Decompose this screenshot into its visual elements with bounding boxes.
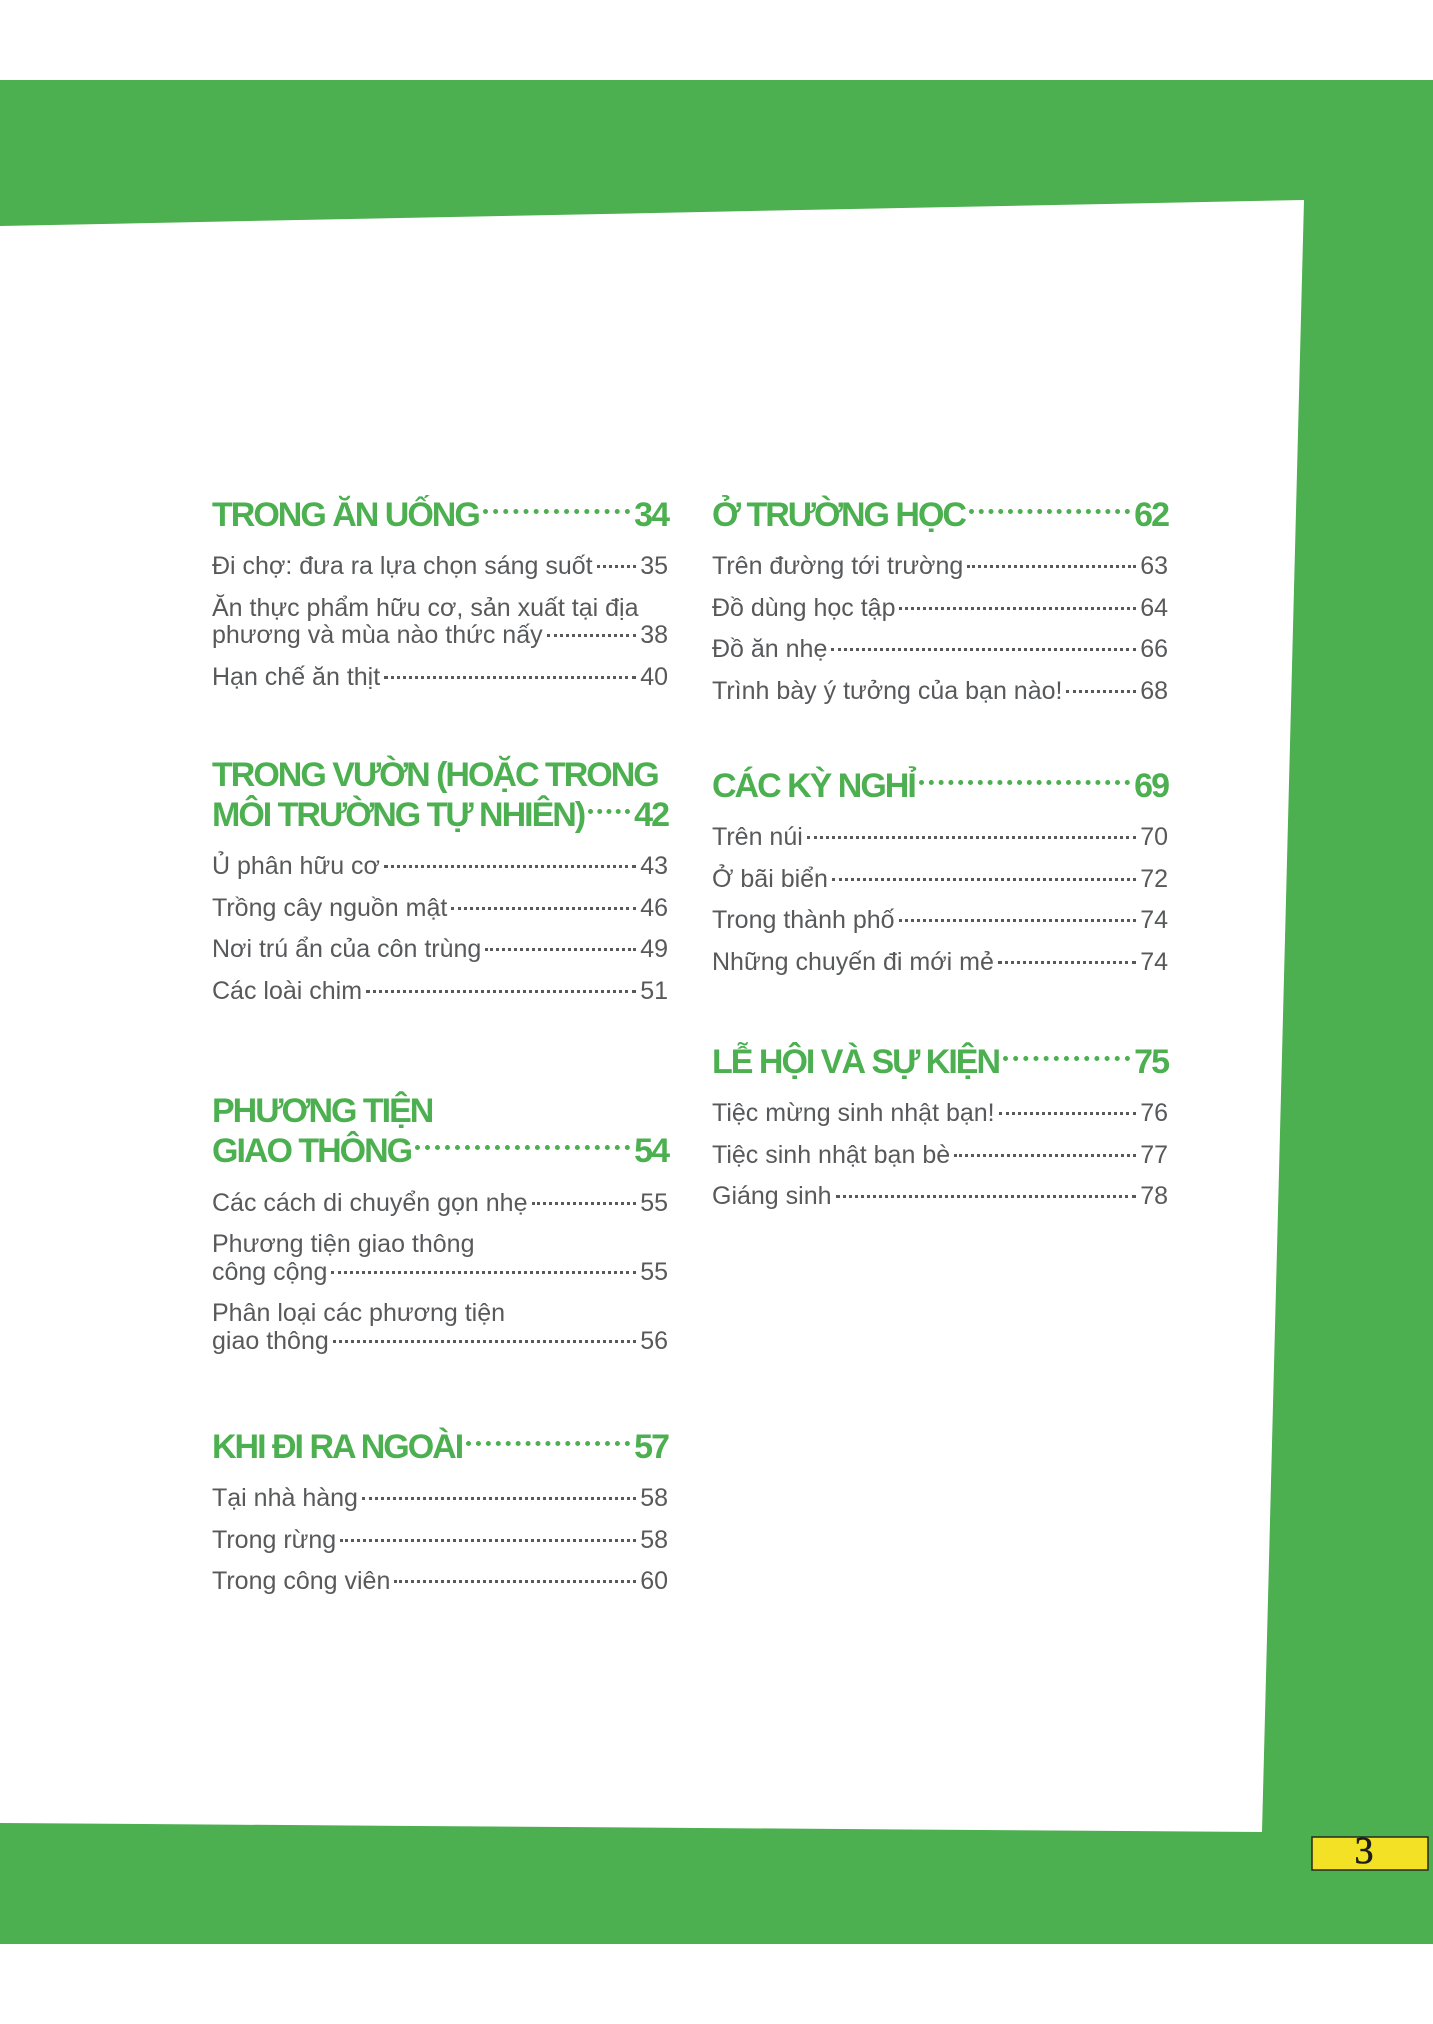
svg-text:3: 3 bbox=[1355, 1830, 1374, 1872]
